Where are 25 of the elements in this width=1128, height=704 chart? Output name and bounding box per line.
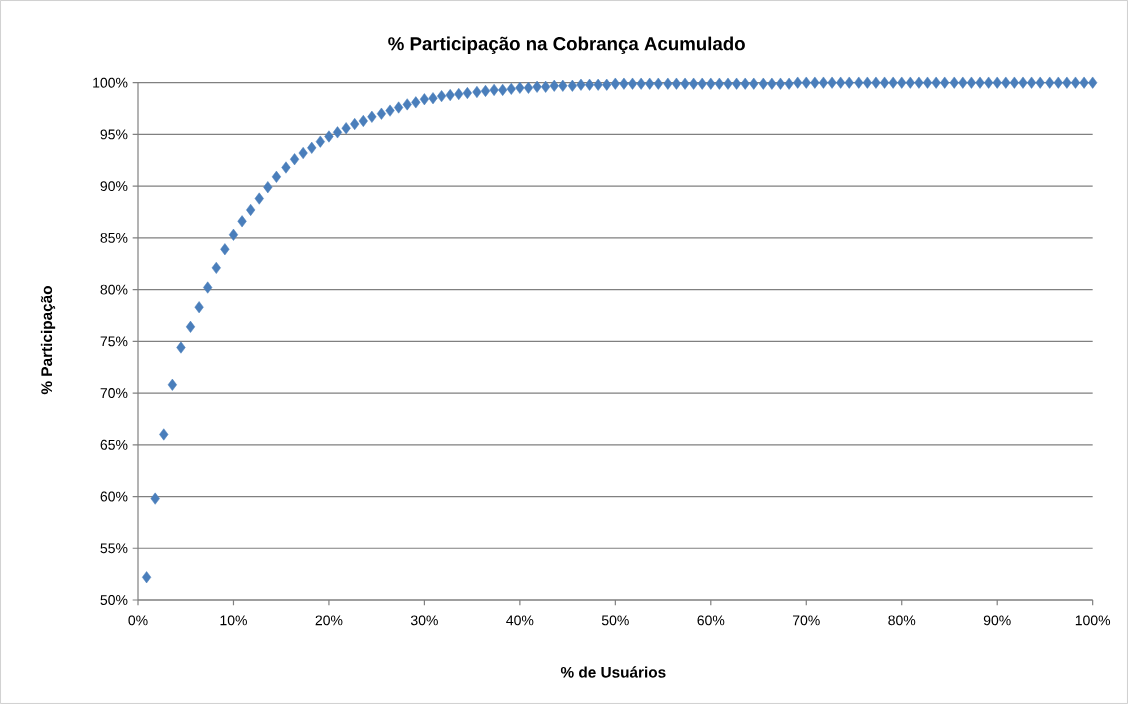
y-tick-label: 60% <box>100 491 128 502</box>
x-tick-label: 20% <box>315 615 343 626</box>
y-tick-label: 85% <box>100 232 128 243</box>
y-tick-label: 95% <box>100 129 128 140</box>
y-tick-label: 65% <box>100 439 128 450</box>
x-tick-label: 0% <box>128 615 148 626</box>
x-tick-label: 100% <box>1075 615 1111 626</box>
x-tick-label: 80% <box>888 615 916 626</box>
y-tick-label: 70% <box>100 388 128 399</box>
x-axis-title: % de Usuários <box>560 666 666 678</box>
y-tick-label: 75% <box>100 336 128 347</box>
x-tick-label: 90% <box>983 615 1011 626</box>
x-tick-label: 60% <box>697 615 725 626</box>
y-tick-label: 80% <box>100 284 128 295</box>
x-tick-label: 50% <box>601 615 629 626</box>
x-tick-label: 30% <box>410 615 438 626</box>
chart-title: % Participação na Cobrança Acumulado <box>388 36 745 55</box>
y-axis-title: % Participação <box>40 286 56 395</box>
y-tick-label: 90% <box>100 181 128 192</box>
x-tick-label: 70% <box>792 615 820 626</box>
y-tick-label: 55% <box>100 543 128 554</box>
y-tick-label: 50% <box>100 595 128 605</box>
y-tick-label: 100% <box>93 77 128 88</box>
x-tick-label: 40% <box>506 615 534 626</box>
x-tick-label: 10% <box>220 615 247 626</box>
